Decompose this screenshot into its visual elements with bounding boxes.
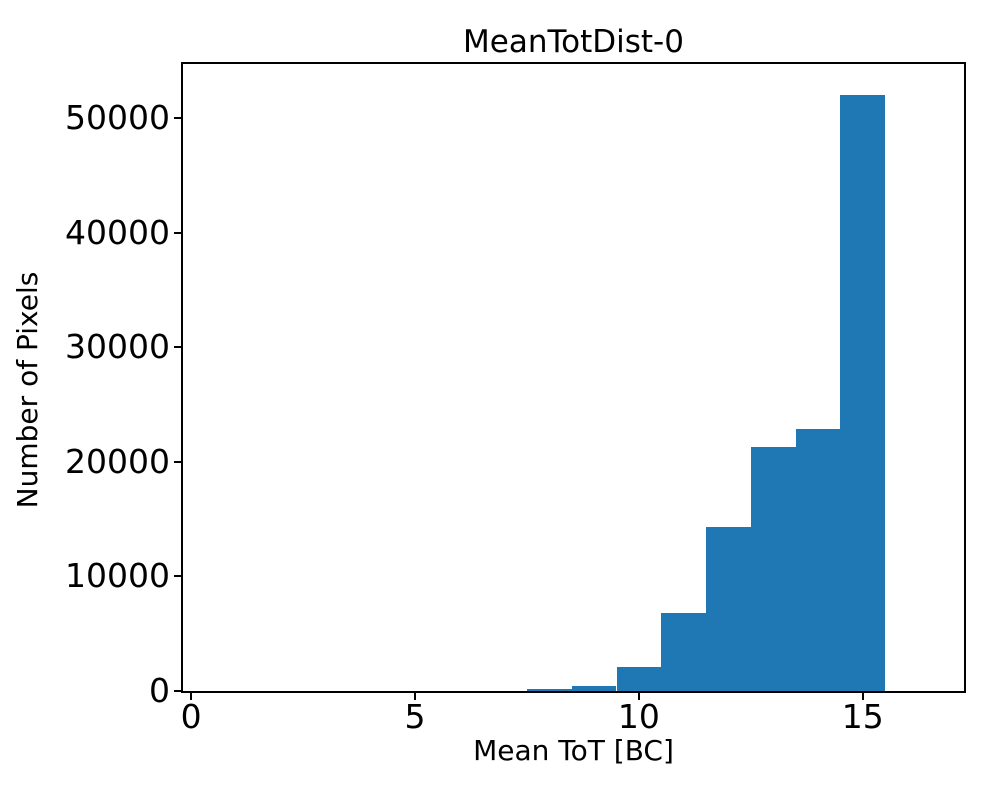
histogram-bar [616,666,662,691]
y-tick-mark [174,575,181,578]
x-tick-label: 15 [841,697,884,736]
histogram-bar [795,428,841,691]
y-tick-mark [174,690,181,692]
chart-title: MeanTotDist-0 [463,24,684,60]
histogram-bar [706,527,751,691]
y-tick-label: 20000 [65,441,170,481]
x-tick-mark [861,693,864,700]
plot-area [181,62,966,693]
histogram-bar [840,94,886,691]
histogram-bar [526,689,572,691]
x-tick-label: 0 [180,697,202,736]
y-tick-mark [174,460,181,463]
y-tick-label: 30000 [65,327,170,367]
x-tick-label: 10 [617,697,660,736]
histogram-bar [571,686,617,691]
y-tick-label: 50000 [65,97,170,137]
y-tick-mark [174,116,181,119]
x-tick-label: 5 [404,697,426,736]
y-tick-label: 0 [149,671,170,710]
x-tick-mark [414,693,416,700]
histogram-bar [750,446,796,691]
y-tick-mark [174,346,181,349]
y-tick-label: 10000 [65,556,170,596]
histogram-bar [661,613,707,691]
y-tick-label: 40000 [65,212,170,252]
x-tick-mark [637,693,640,700]
y-tick-mark [174,231,181,234]
x-tick-mark [190,693,193,700]
x-axis-label: Mean ToT [BC] [473,734,674,767]
y-axis-label: Number of Pixels [11,271,44,509]
